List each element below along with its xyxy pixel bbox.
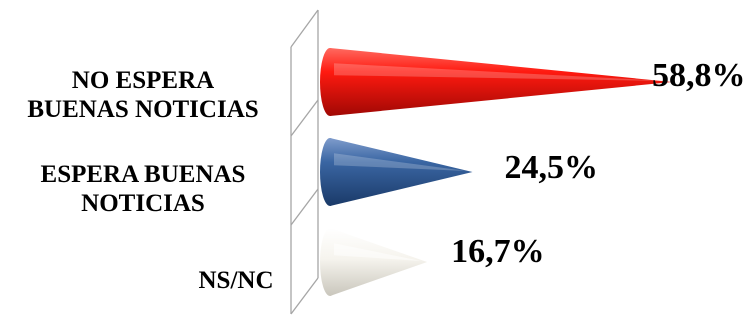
cone-base bbox=[320, 48, 340, 116]
axis-tick bbox=[290, 99, 319, 137]
category-label: NS/NC bbox=[198, 267, 274, 294]
axis-wall-bottom-edge bbox=[290, 277, 319, 315]
axis-wall bbox=[290, 9, 319, 315]
cone-body bbox=[330, 228, 428, 296]
cone-highlight bbox=[334, 63, 666, 81]
value-label: 58,8% bbox=[652, 57, 746, 94]
cone-highlight bbox=[334, 153, 467, 171]
cone-series bbox=[320, 48, 672, 296]
cone-bar-0 bbox=[320, 48, 672, 116]
value-label: 24,5% bbox=[504, 149, 599, 186]
category-label: NO ESPERA BUENAS NOTICIAS bbox=[27, 67, 259, 123]
axis-tick bbox=[290, 188, 319, 226]
cone-body bbox=[330, 138, 473, 206]
category-label: ESPERA BUENAS NOTICIAS bbox=[40, 161, 246, 217]
cone-bar-1 bbox=[320, 138, 473, 206]
axis-wall-top-edge bbox=[290, 9, 319, 48]
cone-body bbox=[330, 48, 672, 116]
cone-bar-2 bbox=[320, 228, 428, 296]
cone-highlight bbox=[334, 243, 422, 261]
cone-base bbox=[320, 138, 340, 206]
value-label: 16,7% bbox=[451, 233, 545, 270]
